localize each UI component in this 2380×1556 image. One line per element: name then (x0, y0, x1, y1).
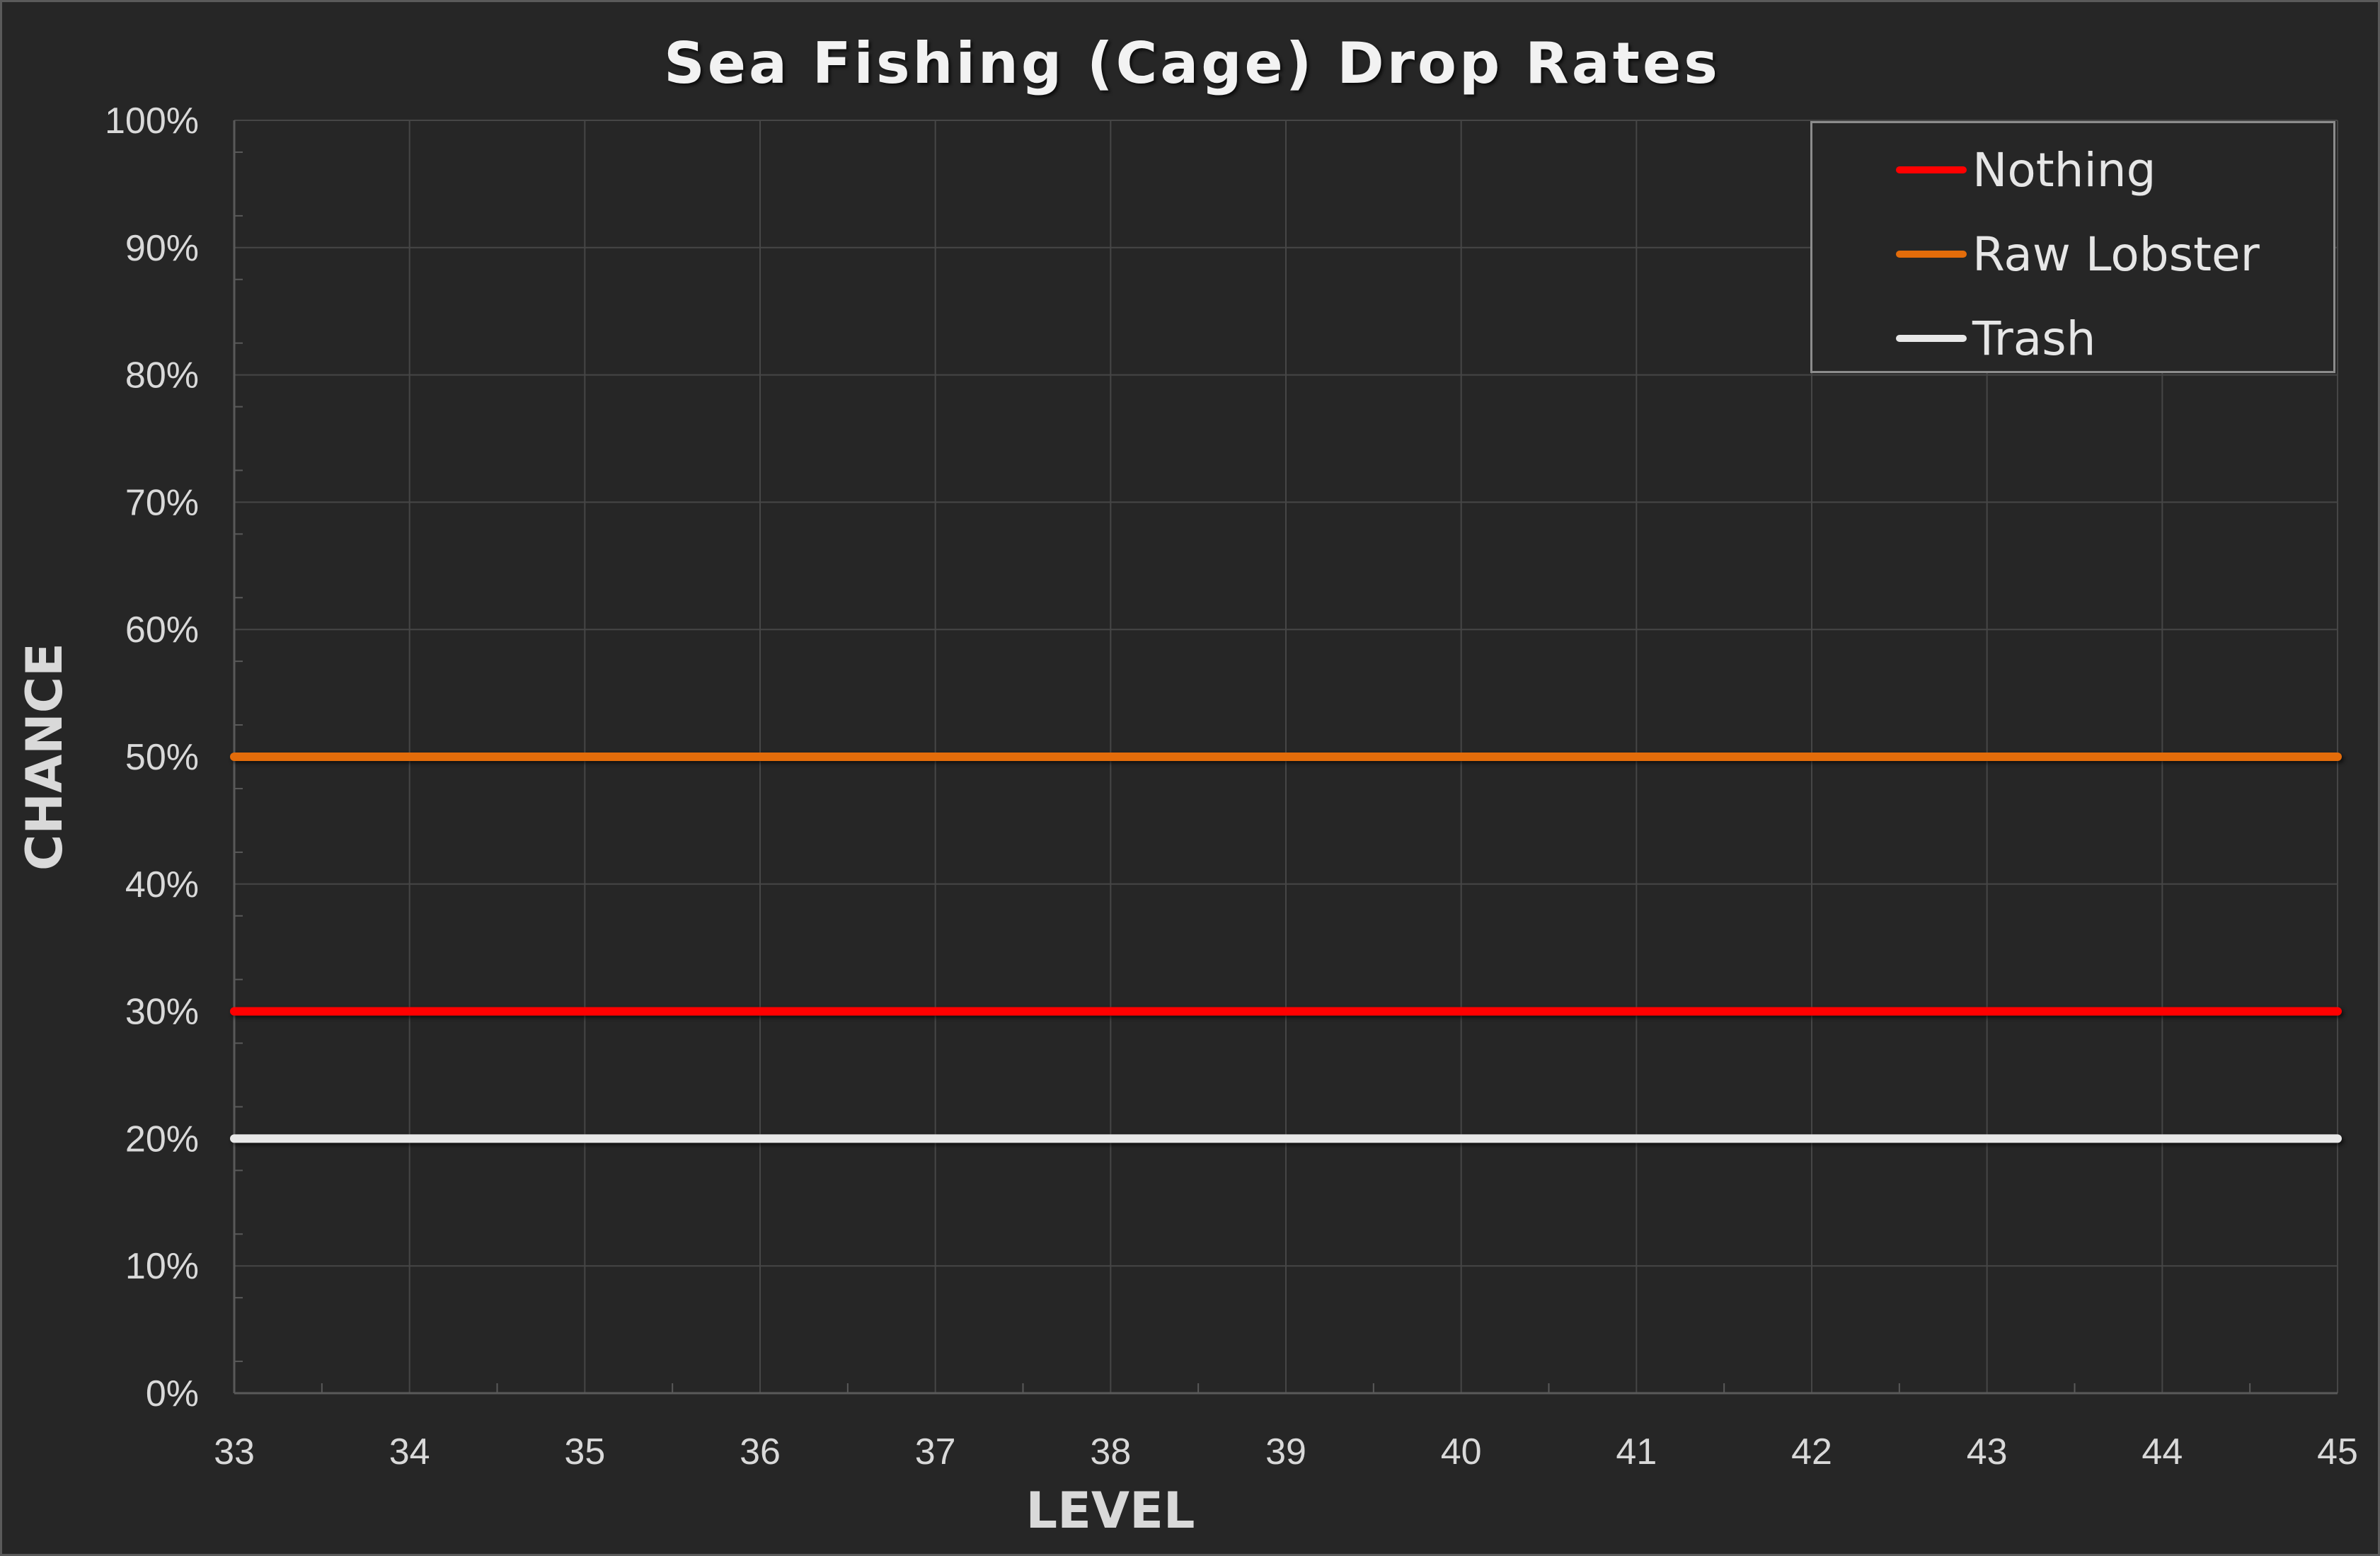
x-tick-label: 44 (2142, 1431, 2183, 1472)
y-tick-label: 0% (146, 1373, 199, 1414)
x-tick-label: 42 (1791, 1431, 1832, 1472)
y-tick-label: 10% (125, 1246, 199, 1287)
legend-swatch-raw-lobster (1896, 251, 1967, 258)
y-tick-label: 100% (105, 101, 199, 142)
x-tick-label: 37 (915, 1431, 956, 1472)
y-tick-label: 40% (125, 864, 199, 905)
x-tick-label: 36 (740, 1431, 781, 1472)
legend: Nothing Raw Lobster Trash (1810, 121, 2335, 373)
legend-item-raw-lobster: Raw Lobster (1896, 226, 2260, 282)
legend-label-nothing: Nothing (1972, 142, 2156, 198)
y-tick-label: 80% (125, 355, 199, 396)
chart-title: Sea Fishing (Cage) Drop Rates (664, 30, 1720, 96)
legend-label-trash: Trash (1972, 311, 2096, 366)
x-tick-label: 35 (564, 1431, 605, 1472)
x-tick-label: 39 (1265, 1431, 1306, 1472)
x-tick-label: 41 (1616, 1431, 1657, 1472)
x-tick-label: 40 (1441, 1431, 1482, 1472)
y-tick-label: 30% (125, 992, 199, 1033)
y-tick-label: 60% (125, 610, 199, 651)
legend-swatch-trash (1896, 335, 1967, 342)
legend-label-raw-lobster: Raw Lobster (1972, 227, 2260, 282)
x-tick-label: 34 (389, 1431, 430, 1472)
y-tick-label: 20% (125, 1119, 199, 1160)
y-tick-label: 70% (125, 482, 199, 523)
y-tick-label: 90% (125, 228, 199, 269)
x-axis-title: LEVEL (1025, 1482, 1195, 1540)
legend-item-trash: Trash (1896, 310, 2096, 367)
x-tick-label: 45 (2317, 1431, 2358, 1472)
y-axis-title: CHANCE (16, 643, 74, 871)
legend-item-nothing: Nothing (1896, 142, 2156, 198)
x-tick-label: 38 (1090, 1431, 1131, 1472)
y-tick-label: 50% (125, 737, 199, 778)
x-tick-label: 43 (1967, 1431, 2008, 1472)
x-tick-label: 33 (214, 1431, 255, 1472)
legend-swatch-nothing (1896, 166, 1967, 173)
